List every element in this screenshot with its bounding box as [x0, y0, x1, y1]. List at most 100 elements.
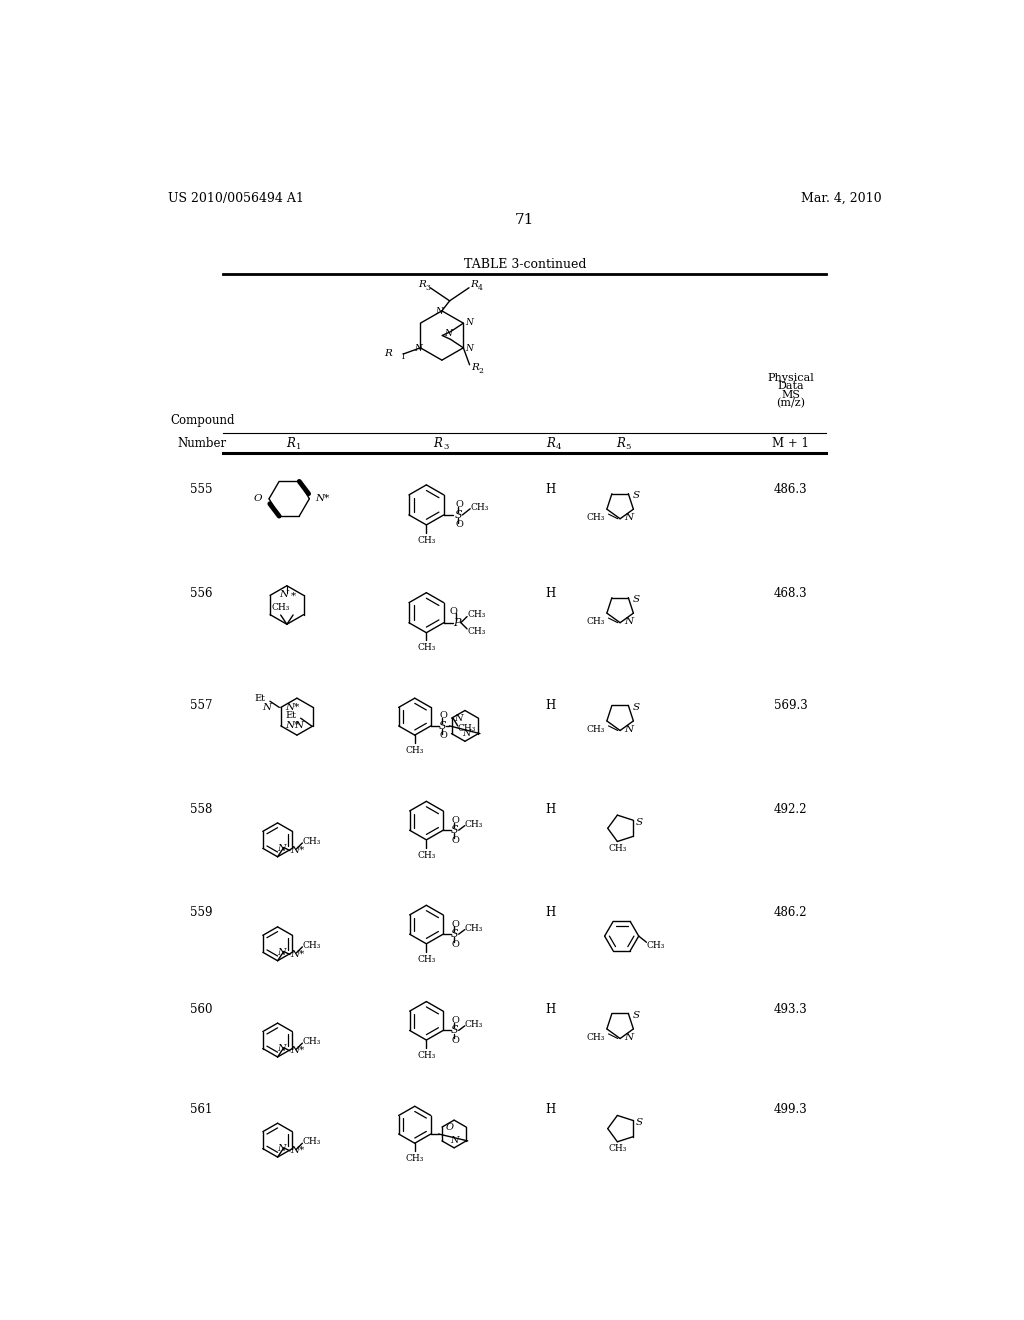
Text: N: N [295, 722, 304, 730]
Text: CH₃: CH₃ [302, 941, 321, 950]
Text: 557: 557 [190, 698, 213, 711]
Text: N: N [278, 1144, 286, 1154]
Text: O: O [254, 494, 262, 503]
Text: CH₃: CH₃ [458, 725, 476, 734]
Text: Number: Number [177, 437, 226, 450]
Text: O: O [452, 836, 460, 845]
Text: R: R [546, 437, 555, 450]
Text: O: O [450, 607, 457, 615]
Text: R: R [418, 280, 426, 289]
Text: H: H [545, 587, 555, 601]
Text: N*: N* [285, 704, 299, 711]
Text: O: O [452, 1036, 460, 1045]
Text: N: N [414, 345, 422, 352]
Text: N: N [624, 1034, 633, 1043]
Text: 492.2: 492.2 [774, 803, 807, 816]
Text: P: P [454, 618, 461, 628]
Text: Compound: Compound [171, 413, 236, 426]
Text: S: S [633, 1011, 640, 1020]
Text: S: S [455, 510, 462, 520]
Text: H: H [545, 698, 555, 711]
Text: 486.3: 486.3 [774, 483, 808, 496]
Text: Data: Data [777, 381, 804, 391]
Text: O: O [445, 1122, 454, 1131]
Text: R: R [287, 437, 295, 450]
Text: CH₃: CH₃ [587, 1034, 604, 1043]
Text: O: O [452, 816, 460, 825]
Text: N*: N* [290, 846, 304, 855]
Text: CH₃: CH₃ [302, 837, 321, 846]
Text: N*: N* [285, 722, 299, 730]
Text: S: S [438, 721, 446, 731]
Text: N: N [450, 1137, 459, 1146]
Text: CH₃: CH₃ [417, 1051, 435, 1060]
Text: N*: N* [315, 494, 330, 503]
Text: MS: MS [781, 389, 800, 400]
Text: CH₃: CH₃ [406, 1154, 424, 1163]
Text: CH₃: CH₃ [417, 644, 435, 652]
Text: H: H [545, 907, 555, 920]
Text: H: H [545, 1102, 555, 1115]
Text: CH₃: CH₃ [646, 941, 665, 950]
Text: US 2010/0056494 A1: US 2010/0056494 A1 [168, 191, 304, 205]
Text: N: N [465, 318, 473, 327]
Text: N: N [278, 1044, 286, 1053]
Text: N: N [278, 843, 286, 853]
Text: 558: 558 [190, 803, 213, 816]
Text: N*: N* [290, 1047, 304, 1055]
Text: R: R [433, 437, 442, 450]
Text: S: S [636, 1118, 643, 1127]
Text: (m/z): (m/z) [776, 399, 805, 408]
Text: S: S [636, 817, 643, 826]
Text: N: N [280, 590, 289, 599]
Text: Physical: Physical [767, 372, 814, 383]
Text: 3: 3 [426, 284, 431, 292]
Text: CH₃: CH₃ [587, 725, 604, 734]
Text: S: S [633, 491, 640, 500]
Text: 493.3: 493.3 [774, 1003, 808, 1016]
Text: 560: 560 [190, 1003, 213, 1016]
Text: H: H [545, 483, 555, 496]
Text: CH₃: CH₃ [587, 513, 604, 523]
Text: S: S [451, 1026, 459, 1035]
Text: S: S [633, 595, 640, 605]
Text: 1: 1 [296, 444, 301, 451]
Text: N: N [455, 714, 463, 722]
Text: CH₃: CH₃ [465, 924, 483, 932]
Text: CH₃: CH₃ [271, 603, 290, 612]
Text: R: R [471, 280, 478, 289]
Text: 561: 561 [190, 1102, 213, 1115]
Text: Mar. 4, 2010: Mar. 4, 2010 [801, 191, 882, 205]
Text: Et: Et [254, 694, 265, 702]
Text: M + 1: M + 1 [772, 437, 809, 450]
Text: N: N [435, 308, 443, 315]
Text: N: N [278, 948, 286, 957]
Text: 468.3: 468.3 [774, 587, 808, 601]
Text: R: R [615, 437, 625, 450]
Text: 3: 3 [443, 444, 449, 451]
Text: CH₃: CH₃ [302, 1038, 321, 1045]
Text: N: N [462, 729, 471, 738]
Text: N: N [465, 345, 473, 352]
Text: 1: 1 [400, 352, 406, 362]
Text: R: R [385, 350, 392, 359]
Text: 559: 559 [190, 907, 213, 920]
Text: N: N [443, 330, 452, 338]
Text: 71: 71 [515, 213, 535, 227]
Text: O: O [456, 500, 463, 510]
Text: S: S [451, 825, 459, 836]
Text: O: O [452, 1016, 460, 1024]
Text: O: O [456, 520, 463, 529]
Text: O: O [439, 731, 447, 741]
Text: 555: 555 [190, 483, 213, 496]
Text: CH₃: CH₃ [417, 954, 435, 964]
Text: R: R [471, 363, 479, 372]
Text: CH₃: CH₃ [467, 627, 485, 636]
Text: N*: N* [290, 1147, 304, 1155]
Text: N*: N* [290, 950, 304, 960]
Text: CH₃: CH₃ [417, 536, 435, 545]
Text: O: O [452, 940, 460, 949]
Text: CH₃: CH₃ [608, 1144, 627, 1152]
Text: N: N [624, 618, 633, 627]
Text: 4: 4 [478, 284, 483, 292]
